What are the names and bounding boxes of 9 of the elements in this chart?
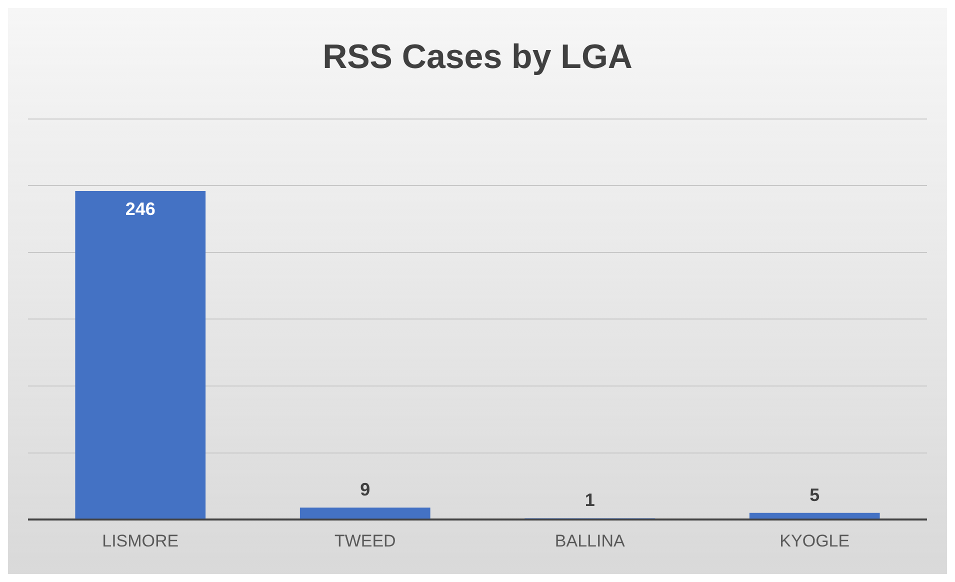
x-tick-label: KYOGLE [780,531,850,550]
data-label: 246 [125,198,156,219]
x-tick-label: LISMORE [102,531,179,550]
data-label: 9 [360,480,370,500]
x-tick-label: BALLINA [554,531,626,550]
data-label: 1 [584,490,595,510]
data-label: 5 [810,484,820,505]
chart-title: RSS Cases by LGA [322,38,632,76]
x-tick-label: TWEED [334,531,396,550]
